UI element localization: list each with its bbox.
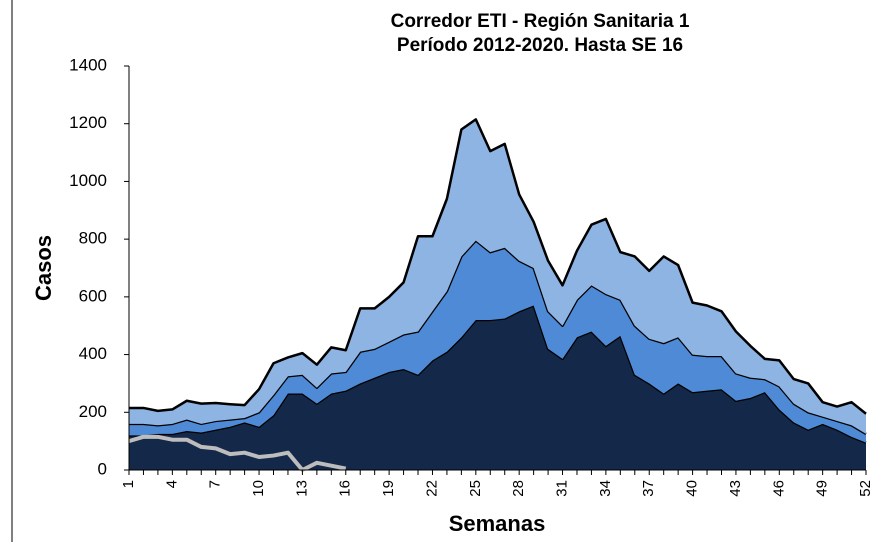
x-tick-label: 28 [510, 480, 527, 497]
x-tick-label: 25 [467, 480, 484, 497]
x-tick-label: 49 [814, 480, 831, 497]
x-tick-label: 10 [250, 480, 267, 497]
chart-subtitle: Período 2012-2020. Hasta SE 16 [397, 35, 683, 56]
y-tick-label: 0 [98, 459, 107, 478]
x-tick-label: 22 [423, 480, 440, 497]
x-tick-label: 13 [293, 480, 310, 497]
area-edge [129, 239, 867, 436]
chart-title: Corredor ETI - Región Sanitaria 1 [391, 11, 690, 32]
x-tick-label: 37 [640, 480, 657, 497]
line [128, 434, 347, 472]
x-tick-label: 46 [770, 480, 787, 497]
area-edge [129, 118, 867, 415]
x-tick-label: 43 [727, 480, 744, 497]
y-tick-label: 800 [79, 229, 107, 248]
x-tick-label: 31 [553, 480, 570, 497]
y-axis-label: Casos [31, 235, 56, 301]
x-tick-label: 40 [684, 480, 701, 497]
x-tick-label: 34 [597, 480, 614, 497]
y-tick-label: 200 [79, 402, 107, 421]
y-tick-label: 400 [79, 344, 107, 363]
y-tick-label: 600 [79, 286, 107, 305]
area [129, 305, 866, 470]
x-tick-label: 1 [120, 480, 137, 488]
area [129, 240, 866, 443]
x-tick-label: 52 [857, 480, 874, 497]
y-tick-label: 1200 [69, 113, 107, 132]
y-tick-label: 1000 [69, 171, 107, 190]
x-axis-label: Semanas [449, 511, 546, 536]
area [129, 119, 866, 434]
x-tick-label: 4 [163, 480, 180, 488]
x-tick-label: 7 [207, 480, 224, 488]
x-tick-label: 16 [337, 480, 354, 497]
y-tick-label: 1400 [69, 55, 107, 74]
x-tick-label: 19 [380, 480, 397, 497]
